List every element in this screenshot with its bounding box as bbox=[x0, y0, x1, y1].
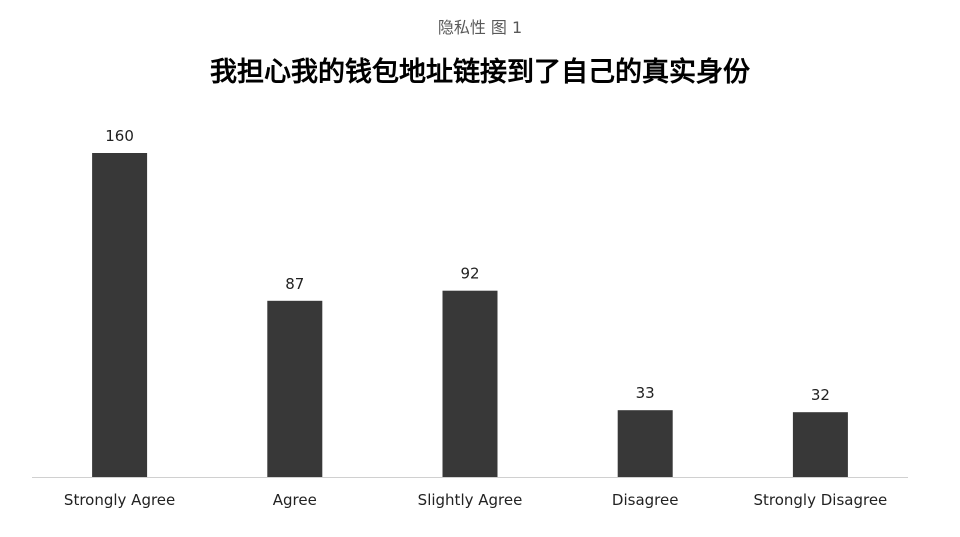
data-label: 87 bbox=[285, 275, 304, 293]
x-tick-label: Strongly Agree bbox=[64, 491, 175, 509]
chart-title: 我担心我的钱包地址链接到了自己的真实身份 bbox=[210, 57, 750, 88]
bar-strongly-agree bbox=[92, 153, 148, 477]
bar-disagree bbox=[617, 410, 673, 477]
bar-agree bbox=[267, 300, 323, 477]
x-tick-label: Strongly Disagree bbox=[753, 491, 887, 509]
data-label: 92 bbox=[460, 265, 479, 283]
x-tick-label: Slightly Agree bbox=[418, 491, 523, 509]
data-label: 33 bbox=[636, 384, 655, 402]
x-tick-label: Agree bbox=[273, 491, 317, 509]
data-label: 32 bbox=[811, 386, 830, 404]
data-label: 160 bbox=[105, 127, 134, 145]
bar-slightly-agree bbox=[442, 290, 498, 477]
x-tick-label: Disagree bbox=[612, 491, 679, 509]
chart-subtitle: 隐私性 图 1 bbox=[437, 18, 523, 37]
bar-strongly-disagree bbox=[792, 412, 848, 477]
